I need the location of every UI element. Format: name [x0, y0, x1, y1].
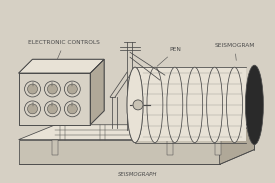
Ellipse shape: [207, 67, 222, 143]
Polygon shape: [214, 140, 221, 154]
Ellipse shape: [246, 65, 263, 145]
Circle shape: [67, 104, 77, 114]
Polygon shape: [19, 125, 254, 140]
Ellipse shape: [227, 67, 243, 143]
Circle shape: [28, 84, 37, 94]
Circle shape: [48, 84, 57, 94]
Circle shape: [133, 100, 143, 110]
Circle shape: [67, 84, 77, 94]
Ellipse shape: [127, 67, 143, 143]
Circle shape: [48, 104, 57, 114]
Text: SEISMOGRAM: SEISMOGRAM: [214, 43, 255, 60]
Polygon shape: [167, 140, 173, 154]
Ellipse shape: [187, 67, 203, 143]
Ellipse shape: [246, 67, 262, 143]
Polygon shape: [19, 140, 219, 165]
Ellipse shape: [167, 67, 183, 143]
Polygon shape: [219, 125, 254, 165]
Text: PEN: PEN: [157, 47, 182, 66]
Polygon shape: [135, 68, 246, 141]
Text: ELECTRONIC CONTROLS: ELECTRONIC CONTROLS: [28, 40, 100, 59]
Polygon shape: [90, 59, 104, 125]
Circle shape: [28, 104, 37, 114]
Ellipse shape: [147, 67, 163, 143]
Text: SEISMOGRAPH: SEISMOGRAPH: [118, 172, 158, 177]
Polygon shape: [19, 59, 104, 73]
Polygon shape: [19, 73, 90, 125]
Ellipse shape: [127, 67, 143, 143]
Polygon shape: [53, 140, 58, 154]
